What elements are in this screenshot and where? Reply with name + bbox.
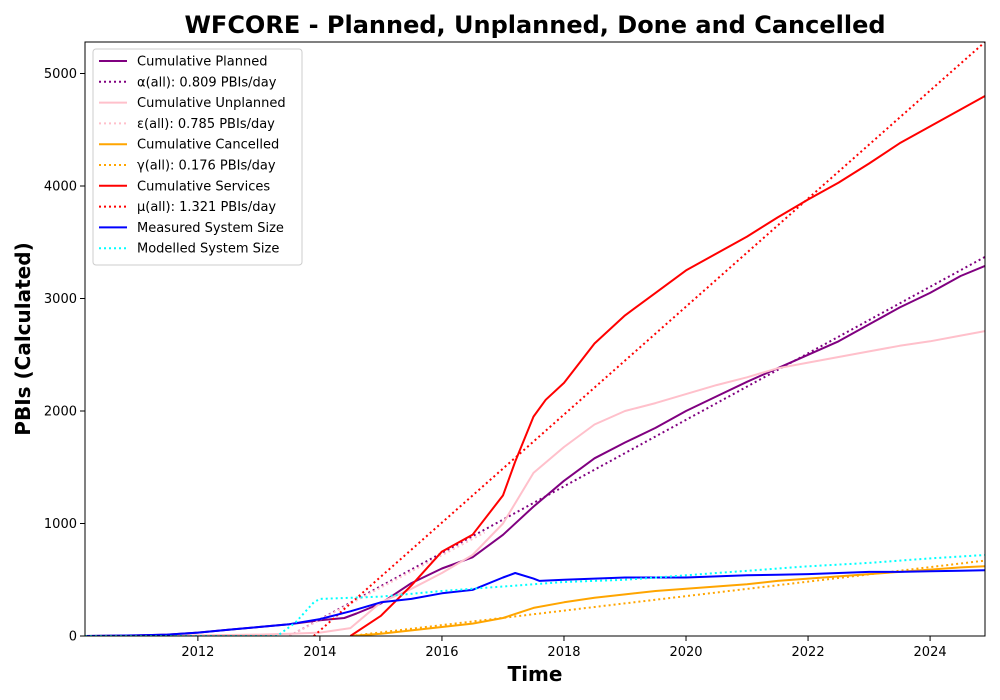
legend-label: Measured System Size — [137, 221, 284, 236]
y-tick-label: 1000 — [44, 517, 77, 532]
legend-label: α(all): 0.809 PBIs/day — [137, 75, 277, 90]
x-axis-label: Time — [508, 662, 563, 686]
y-tick-label: 4000 — [44, 180, 77, 195]
legend-label: Modelled System Size — [137, 242, 279, 257]
series-line-all-0-809-pbis-day — [288, 256, 985, 636]
series-line-measured-system-size — [85, 569, 985, 636]
x-tick-label: 2012 — [181, 645, 214, 660]
y-tick-label: 2000 — [44, 405, 77, 420]
legend-label: Cumulative Cancelled — [137, 138, 279, 153]
plot-frame — [84, 41, 986, 637]
y-tick-label: 0 — [69, 630, 77, 645]
x-tick-label: 2018 — [547, 645, 580, 660]
x-ticks: 2012 2014 2016 2018 2020 2022 2024 — [181, 636, 947, 660]
legend-label: μ(all): 1.321 PBIs/day — [137, 200, 276, 215]
x-tick-label: 2020 — [669, 645, 702, 660]
x-tick-label: 2022 — [792, 645, 825, 660]
series-line-cumulative-cancelled — [350, 565, 985, 636]
series-line-all-1-321-pbis-day — [313, 42, 985, 636]
x-tick-label: 2024 — [914, 645, 947, 660]
legend-label: ε(all): 0.785 PBIs/day — [137, 117, 275, 132]
series-line-cumulative-services — [349, 95, 985, 636]
series-line-cumulative-planned — [85, 264, 985, 636]
plot-lines — [85, 42, 985, 636]
x-tick-label: 2016 — [425, 645, 458, 660]
series-line-modelled-system-size — [85, 554, 985, 636]
chart-title: WFCORE - Planned, Unplanned, Done and Ca… — [184, 11, 885, 39]
y-axis-label: PBIs (Calculated) — [11, 242, 35, 435]
legend-label: γ(all): 0.176 PBIs/day — [137, 159, 276, 174]
legend-box — [92, 48, 303, 266]
legend-label: Cumulative Unplanned — [137, 96, 286, 111]
y-ticks: 0 1000 2000 3000 4000 5000 — [44, 67, 85, 645]
series-line-cumulative-unplanned — [85, 330, 985, 636]
x-tick-label: 2014 — [303, 645, 336, 660]
y-tick-label: 3000 — [44, 292, 77, 307]
legend-label: Cumulative Services — [137, 179, 270, 194]
y-tick-label: 5000 — [44, 67, 77, 82]
series-line-all-0-176-pbis-day — [350, 559, 985, 636]
legend: Cumulative Planned α(all): 0.809 PBIs/day… — [92, 48, 303, 266]
legend-label: Cumulative Planned — [137, 55, 267, 70]
